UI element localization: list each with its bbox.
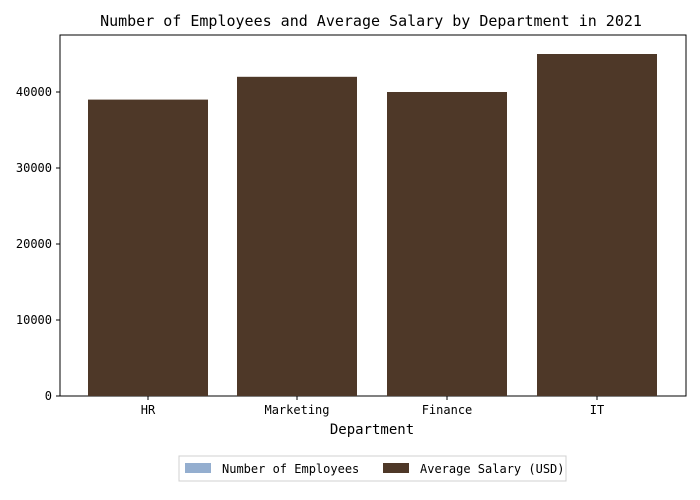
- legend-swatch-number-of-employees: [185, 463, 211, 473]
- legend-label-number-of-employees: Number of Employees: [222, 462, 359, 476]
- y-tick-label-3: 30000: [16, 161, 52, 175]
- legend-label-average-salary: Average Salary (USD): [420, 462, 565, 476]
- chart-title: Number of Employees and Average Salary b…: [100, 12, 642, 30]
- bar-average-salary-usd--hr: [88, 99, 208, 396]
- x-tick-label-finance: Finance: [422, 403, 473, 417]
- legend-box: [178, 455, 567, 482]
- bar-average-salary-usd--finance: [387, 92, 507, 396]
- legend-swatch-average-salary: [383, 463, 409, 473]
- bar-average-salary-usd--it: [537, 54, 657, 396]
- x-axis-label: Department: [330, 422, 414, 438]
- y-tick-label-0: 0: [45, 389, 52, 403]
- y-tick-label-4: 40000: [16, 85, 52, 99]
- bar-average-salary-usd--marketing: [237, 76, 357, 397]
- x-tick-label-marketing: Marketing: [264, 403, 329, 417]
- legend: Number of Employees Average Salary (USD): [178, 455, 567, 482]
- x-tick-label-it: IT: [590, 403, 604, 417]
- y-tick-label-2: 20000: [16, 237, 52, 251]
- bar-group: [88, 54, 657, 397]
- y-axis-ticks: 0 10000 20000 30000 40000: [16, 85, 60, 403]
- x-tick-label-hr: HR: [141, 403, 156, 417]
- y-tick-label-1: 10000: [16, 313, 52, 327]
- x-axis-ticks: HR Marketing Finance IT: [141, 396, 604, 417]
